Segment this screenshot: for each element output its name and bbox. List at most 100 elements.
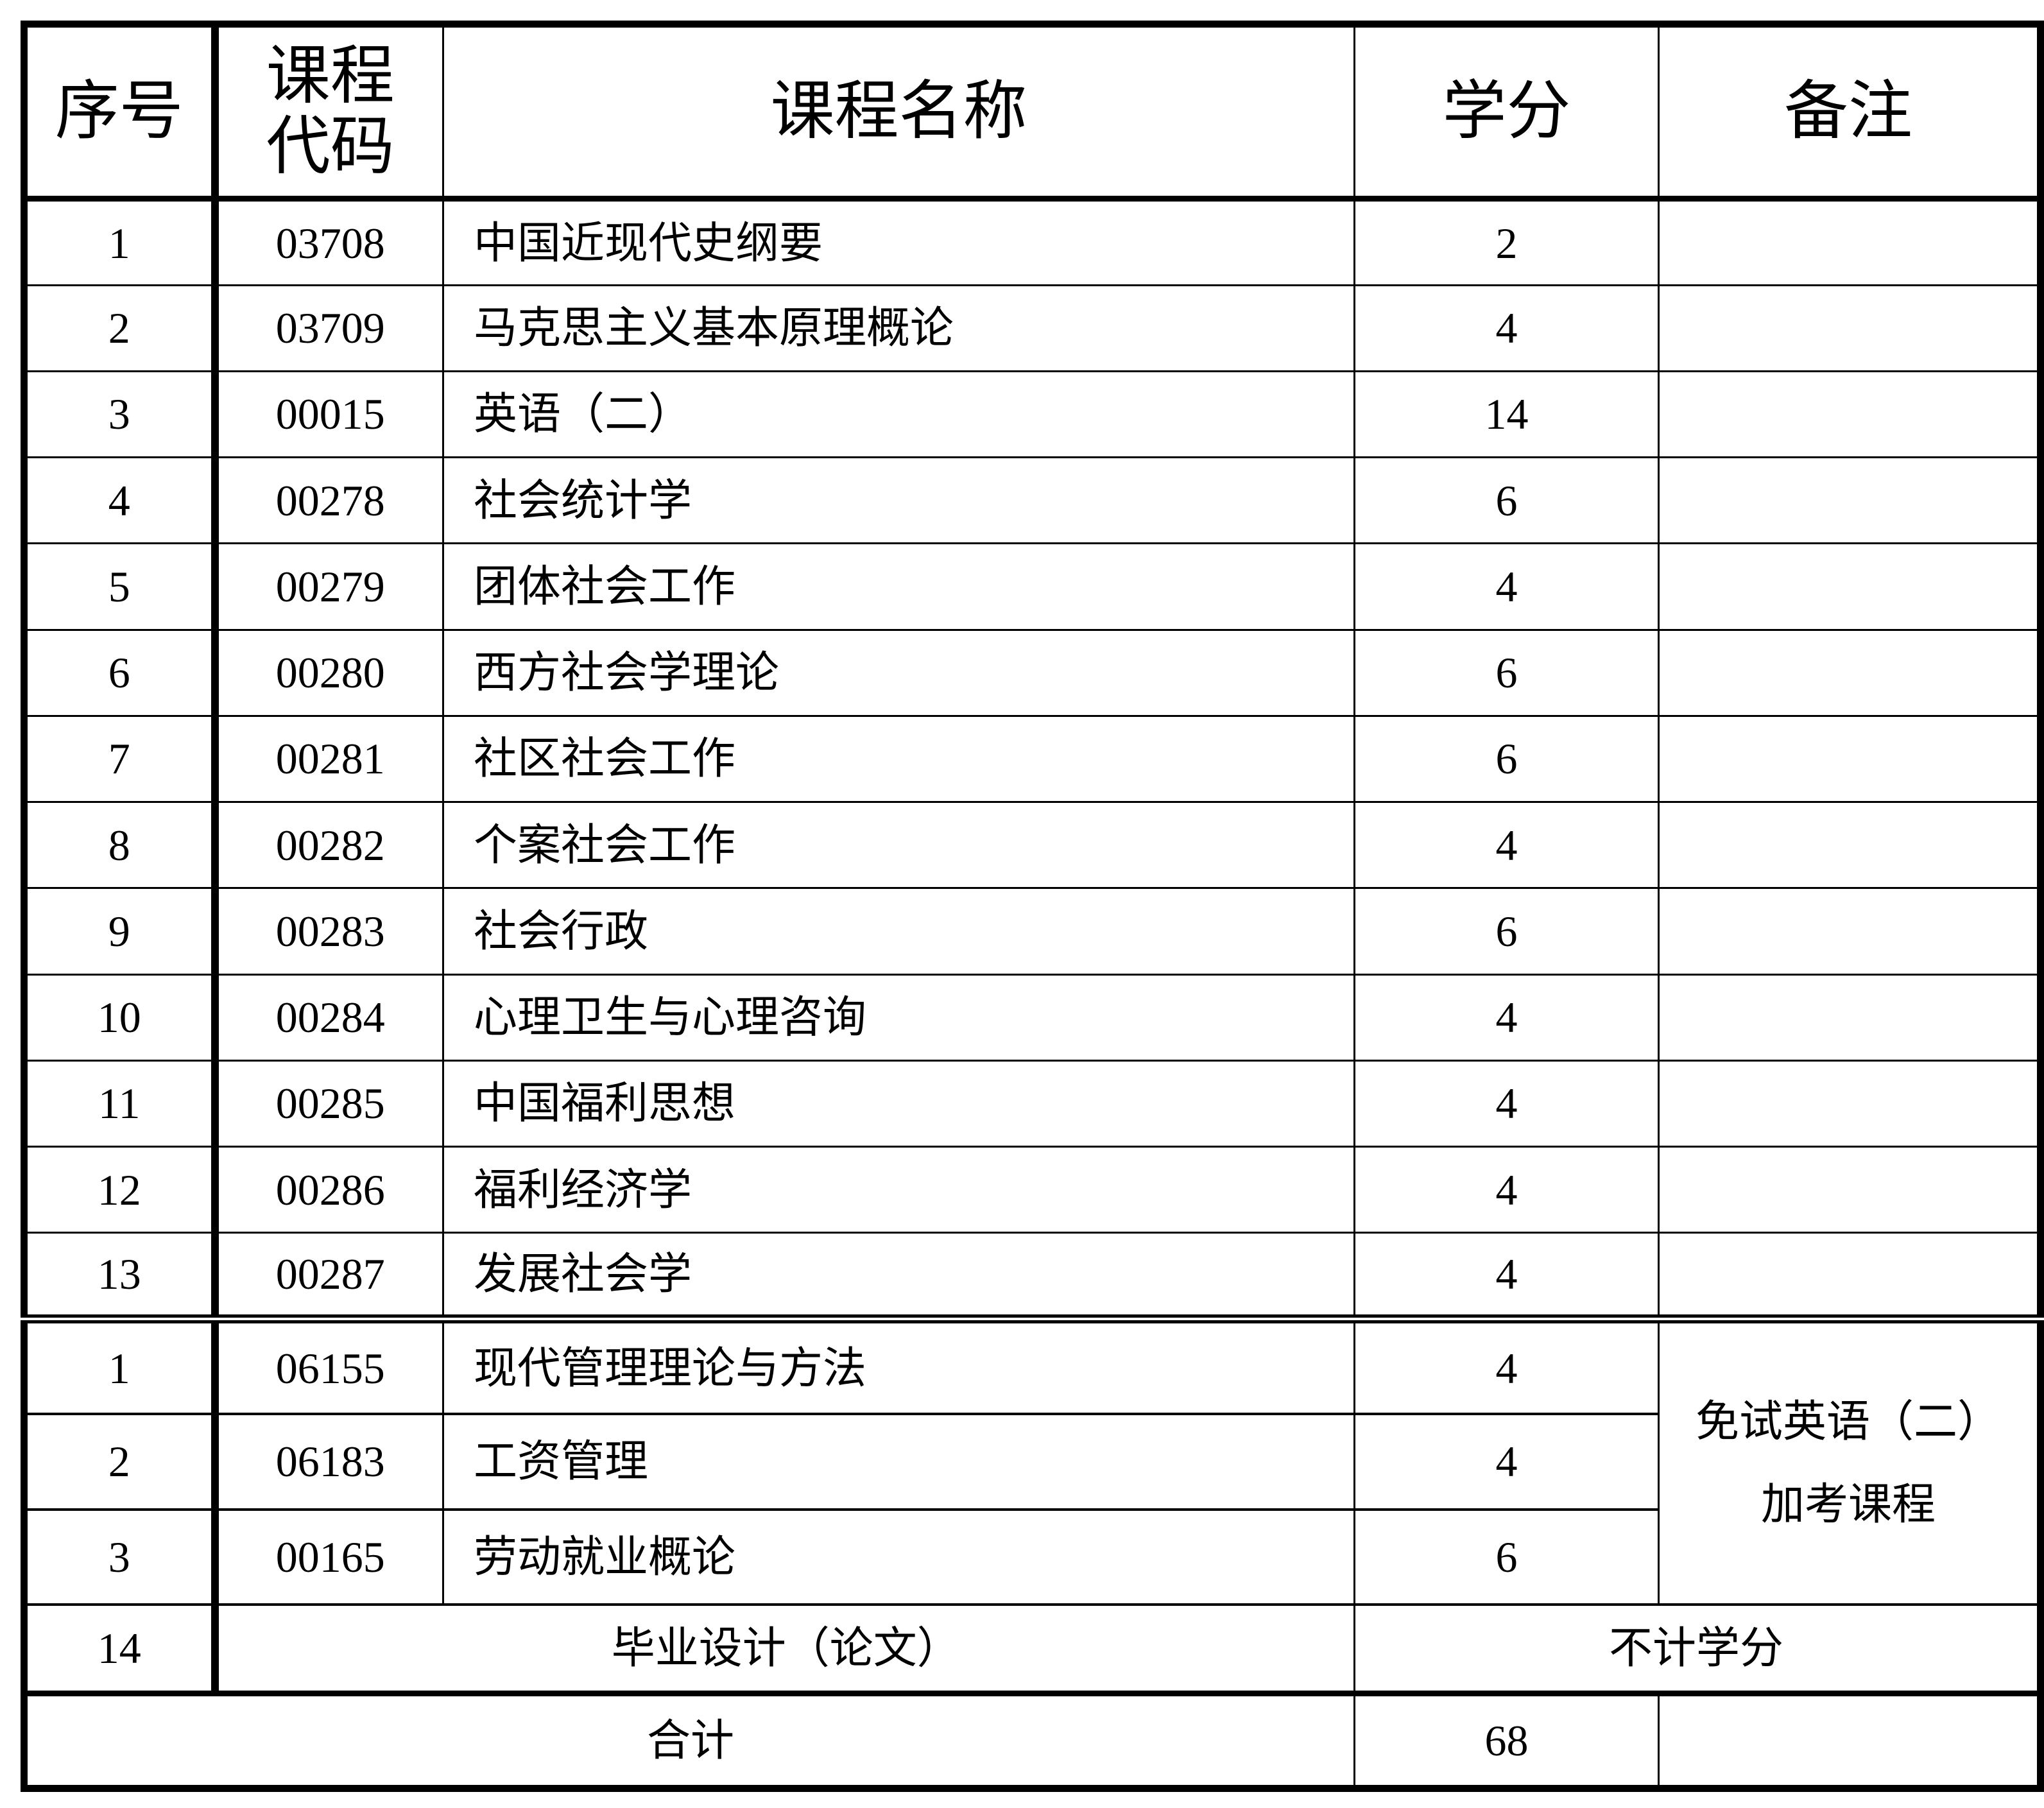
credits-cell: 4: [1353, 542, 1660, 631]
table-row: 3 00015 英语（二） 14: [23, 370, 2041, 459]
remark-cell: [1658, 456, 2041, 545]
credits-cell: 14: [1353, 370, 1660, 459]
table-row: 13 00287 发展社会学 4: [23, 1232, 2041, 1320]
table-row: 7 00281 社区社会工作 6: [23, 714, 2041, 804]
header-remark: 备注: [1658, 22, 2041, 202]
extra-remark-cell: 免试英语（二） 加考课程: [1658, 1314, 2041, 1606]
code-cell: 03708: [214, 198, 444, 286]
table-row: 2 06183 工资管理 4: [23, 1413, 2041, 1511]
seq-cell: 5: [23, 542, 219, 631]
remark-cell: [1658, 284, 2041, 372]
seq-cell: 1: [23, 198, 219, 286]
seq-cell: 2: [23, 1413, 219, 1511]
remark-cell: [1658, 801, 2041, 890]
seq-cell: 10: [23, 973, 219, 1062]
code-cell: 06155: [214, 1314, 444, 1416]
table-row: 12 00286 福利经济学 4: [23, 1146, 2041, 1234]
header-credits: 学分: [1353, 22, 1660, 202]
seq-cell: 14: [23, 1603, 219, 1695]
code-cell: 00283: [214, 887, 444, 976]
code-cell: 00279: [214, 542, 444, 631]
name-cell: 福利经济学: [442, 1146, 1355, 1234]
credits-cell: 6: [1353, 887, 1660, 976]
name-cell: 心理卫生与心理咨询: [442, 973, 1355, 1062]
remark-cell: [1658, 887, 2041, 976]
table-row: 3 00165 劳动就业概论 6: [23, 1508, 2041, 1606]
remark-cell: [1658, 370, 2041, 459]
name-cell: 中国福利思想: [442, 1059, 1355, 1148]
table-row: 9 00283 社会行政 6: [23, 887, 2041, 976]
remark-cell: [1658, 542, 2041, 631]
name-cell: 个案社会工作: [442, 801, 1355, 890]
credits-cell: 4: [1353, 801, 1660, 890]
name-cell: 英语（二）: [442, 370, 1355, 459]
credits-cell: 2: [1353, 198, 1660, 286]
extra-remark-line2: 加考课程: [1760, 1480, 1936, 1529]
credits-cell: 4: [1353, 1059, 1660, 1148]
seq-cell: 6: [23, 628, 219, 717]
name-cell: 劳动就业概论: [442, 1508, 1355, 1606]
header-seq: 序号: [23, 22, 219, 202]
total-label: 合计: [23, 1690, 1355, 1790]
remark-cell: [1658, 628, 2041, 717]
credits-cell: 4: [1353, 1314, 1660, 1416]
remark-cell: [1658, 1059, 2041, 1148]
table-row: 1 03708 中国近现代史纲要 2: [23, 198, 2041, 286]
name-cell: 西方社会学理论: [442, 628, 1355, 717]
table-row: 11 00285 中国福利思想 4: [23, 1059, 2041, 1148]
table-row: 5 00279 团体社会工作 4: [23, 542, 2041, 631]
seq-cell: 8: [23, 801, 219, 890]
table-row: 6 00280 西方社会学理论 6: [23, 628, 2041, 717]
code-cell: 00286: [214, 1146, 444, 1234]
name-cell: 工资管理: [442, 1413, 1355, 1511]
seq-cell: 9: [23, 887, 219, 976]
name-cell: 马克思主义基本原理概论: [442, 284, 1355, 372]
code-cell: 03709: [214, 284, 444, 372]
code-cell: 00284: [214, 973, 444, 1062]
total-remark: [1658, 1690, 2041, 1790]
thesis-name-cell: 毕业设计（论文）: [214, 1603, 1355, 1695]
name-cell: 社会统计学: [442, 456, 1355, 545]
code-cell: 00285: [214, 1059, 444, 1148]
seq-cell: 7: [23, 714, 219, 804]
table-row: 2 03709 马克思主义基本原理概论 4: [23, 284, 2041, 372]
name-cell: 中国近现代史纲要: [442, 198, 1355, 286]
name-cell: 社区社会工作: [442, 714, 1355, 804]
header-code-line1: 课程: [266, 40, 395, 112]
code-cell: 00281: [214, 714, 444, 804]
seq-cell: 12: [23, 1146, 219, 1234]
seq-cell: 2: [23, 284, 219, 372]
code-cell: 00282: [214, 801, 444, 890]
seq-cell: 13: [23, 1232, 219, 1320]
thesis-row: 14 毕业设计（论文） 不计学分: [23, 1603, 2041, 1695]
table-row: 10 00284 心理卫生与心理咨询 4: [23, 973, 2041, 1062]
credits-cell: 4: [1353, 973, 1660, 1062]
credits-cell: 4: [1353, 284, 1660, 372]
header-row: 序号 课程 代码 课程名称 学分 备注: [23, 22, 2041, 202]
remark-cell: [1658, 714, 2041, 804]
header-code: 课程 代码: [214, 22, 444, 202]
name-cell: 团体社会工作: [442, 542, 1355, 631]
table-row: 8 00282 个案社会工作 4: [23, 801, 2041, 890]
seq-cell: 4: [23, 456, 219, 545]
credits-cell: 4: [1353, 1146, 1660, 1234]
code-cell: 00165: [214, 1508, 444, 1606]
header-code-line2: 代码: [266, 111, 395, 183]
credits-cell: 4: [1353, 1413, 1660, 1511]
code-cell: 00287: [214, 1232, 444, 1320]
credits-cell: 6: [1353, 714, 1660, 804]
remark-cell: [1658, 973, 2041, 1062]
name-cell: 发展社会学: [442, 1232, 1355, 1320]
credits-cell: 6: [1353, 628, 1660, 717]
name-cell: 社会行政: [442, 887, 1355, 976]
seq-cell: 3: [23, 1508, 219, 1606]
code-cell: 00280: [214, 628, 444, 717]
total-credits: 68: [1353, 1690, 1660, 1790]
seq-cell: 1: [23, 1314, 219, 1416]
remark-cell: [1658, 1146, 2041, 1234]
credits-cell: 6: [1353, 1508, 1660, 1606]
course-table: 序号 课程 代码 课程名称 学分 备注 1 03708 中国近现代史纲要 2 2 03709…: [21, 21, 2044, 1792]
code-cell: 00015: [214, 370, 444, 459]
extra-remark-line1: 免试英语（二）: [1695, 1397, 2001, 1446]
table-row: 4 00278 社会统计学 6: [23, 456, 2041, 545]
